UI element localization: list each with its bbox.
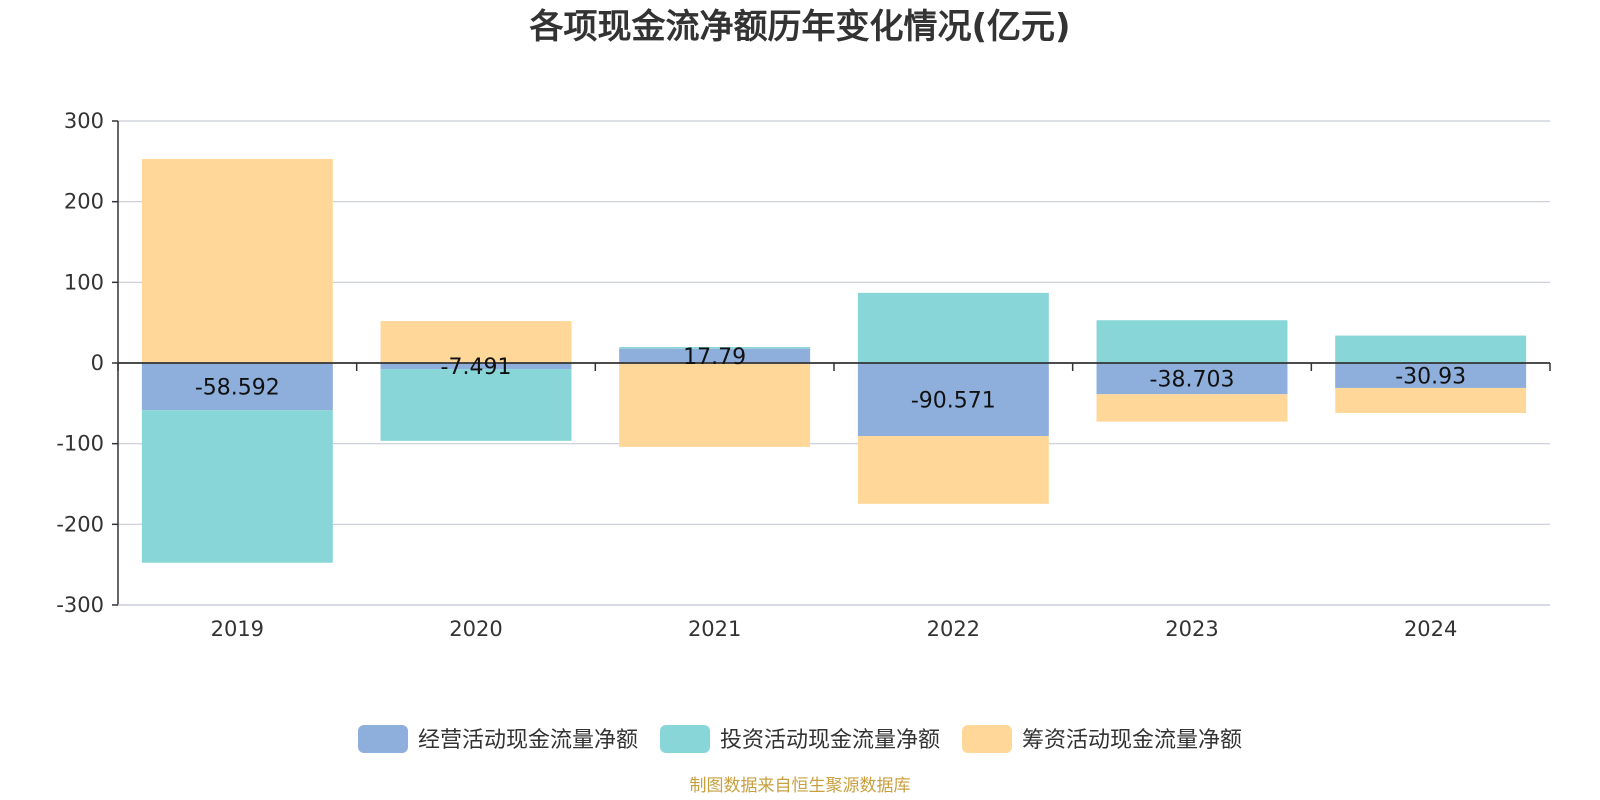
y-tick-label: 0 <box>91 351 104 375</box>
bar-2022-series-1 <box>857 363 1049 437</box>
bar-2024-series-1 <box>1335 363 1527 388</box>
x-tick-label: 2019 <box>211 617 264 641</box>
bar-2024-series-3 <box>1335 387 1527 413</box>
bar-2019-series-1 <box>141 363 333 411</box>
bar-2021-series-3 <box>619 363 811 447</box>
axes: 300 200 100 0 -100 -200 -300 2019 2020 2021 2022 20… <box>56 109 1551 641</box>
bar-value-label: -90.571 <box>911 389 996 414</box>
bar-2021-series-1 <box>619 348 811 363</box>
bar-value-label: -7.491 <box>441 355 512 380</box>
bar-2023-series-1 <box>1096 363 1288 395</box>
legend-swatch[interactable] <box>660 725 710 753</box>
legend-item-label[interactable]: 经营活动现金流量净额 <box>418 728 638 753</box>
bar-2022-series-3 <box>857 436 1049 504</box>
bar-2019-series-2 <box>141 410 333 563</box>
legend: 经营活动现金流量净额 投资活动现金流量净额 筹资活动现金流量净额 <box>358 725 1242 753</box>
bar-2019-series-3 <box>141 158 333 363</box>
bar-value-label: -30.93 <box>1395 364 1466 389</box>
legend-swatch[interactable] <box>962 725 1012 753</box>
legend-swatch[interactable] <box>358 725 408 753</box>
legend-item-label[interactable]: 投资活动现金流量净额 <box>720 728 940 753</box>
bar-2020-series-3 <box>380 321 572 363</box>
bars <box>141 158 1527 563</box>
bar-value-label: 17.79 <box>683 345 746 370</box>
bar-2020-series-1 <box>380 363 572 370</box>
y-tick-label: -300 <box>56 593 104 617</box>
x-tick-label: 2024 <box>1404 617 1457 641</box>
x-tick-label: 2020 <box>449 617 502 641</box>
y-tick-label: -200 <box>56 512 104 536</box>
bar-2020-series-2 <box>380 369 572 441</box>
y-tick-label: 100 <box>64 270 104 294</box>
bar-2023-series-2 <box>1096 320 1288 363</box>
bar-2023-series-3 <box>1096 394 1288 422</box>
y-tick-label: -100 <box>56 432 104 456</box>
legend-item-label[interactable]: 筹资活动现金流量净额 <box>1022 728 1242 753</box>
bar-2024-series-2 <box>1335 335 1527 363</box>
y-tick-label: 200 <box>64 190 104 214</box>
x-tick-label: 2022 <box>927 617 980 641</box>
y-tick-label: 300 <box>64 109 104 133</box>
chart-title: 各项现金流净额历年变化情况(亿元) <box>529 7 1070 47</box>
x-tick-label: 2023 <box>1165 617 1218 641</box>
bar-value-label: -58.592 <box>195 376 280 401</box>
chart-source-note: 制图数据来自恒生聚源数据库 <box>690 776 911 796</box>
bar-labels: -58.592 -7.491 17.79 -90.571 -38.703 -30.93 <box>195 345 1466 414</box>
bar-2022-series-2 <box>857 292 1049 363</box>
x-tick-label: 2021 <box>688 617 741 641</box>
bar-value-label: -38.703 <box>1150 368 1235 393</box>
bar-2021-series-2 <box>619 347 811 349</box>
